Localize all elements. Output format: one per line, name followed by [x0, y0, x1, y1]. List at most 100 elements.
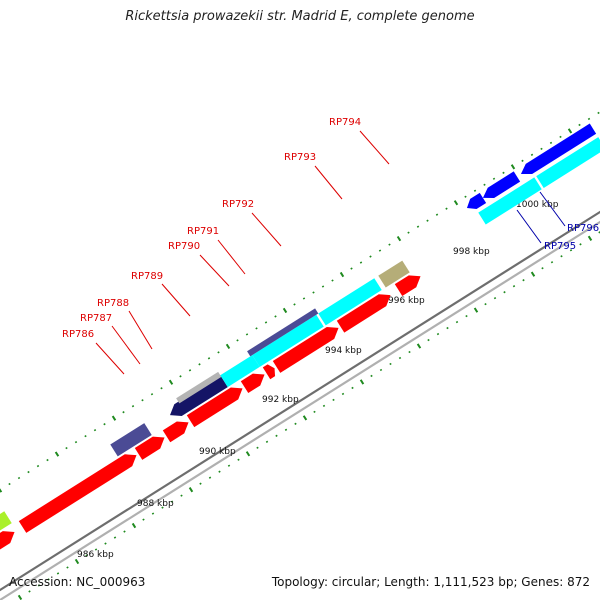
inner-tick-mark [104, 542, 107, 545]
outer-tick-mark [168, 379, 174, 385]
gene-feature-red [262, 364, 276, 380]
gene-label-rp791: RP791 [187, 226, 219, 237]
inner-tick-mark [142, 518, 145, 521]
outer-tick-mark [426, 219, 429, 222]
outer-tick-mark [54, 451, 60, 457]
outer-tick-mark [17, 476, 21, 480]
outer-tick-mark [339, 271, 345, 278]
outer-tick-mark [111, 415, 117, 421]
accession-text: Accession: NC_000963 [9, 575, 146, 589]
outer-tick-mark [122, 411, 125, 414]
inner-tick-mark [512, 285, 516, 288]
gene-feature-khaki [378, 260, 410, 288]
inner-tick-mark [569, 249, 573, 252]
gene-label-rp787: RP787 [80, 313, 112, 324]
inner-tick-mark [208, 476, 212, 479]
inner-tick-mark [370, 374, 373, 378]
outer-tick-mark [559, 135, 562, 139]
gene-feature-cyan [536, 137, 600, 188]
outer-tick-mark [435, 213, 439, 216]
outer-tick-mark [416, 225, 420, 228]
outer-tick-mark [293, 303, 296, 306]
outer-tick-mark [530, 153, 534, 156]
inner-tick-mark [237, 458, 240, 461]
outer-tick-mark [255, 327, 258, 330]
gene-label-rp795: RP795 [544, 241, 576, 252]
gene-leader-line [516, 209, 542, 244]
scale-label: 998 kbp [453, 247, 490, 257]
outer-tick-mark [587, 117, 591, 121]
outer-tick-mark [282, 307, 288, 314]
scale-label: 986 kbp [77, 550, 114, 560]
outer-tick-mark [141, 399, 144, 402]
inner-tick-mark [359, 379, 365, 385]
outer-tick-mark [245, 333, 249, 336]
inner-tick-mark [302, 415, 308, 421]
outer-tick-mark [150, 393, 154, 396]
outer-tick-mark [407, 231, 410, 234]
outer-tick-mark [597, 111, 600, 115]
gene-label-rp790: RP790 [168, 241, 200, 252]
outer-tick-mark [483, 183, 486, 186]
outer-tick-mark [188, 369, 192, 372]
inner-tick-mark [199, 482, 202, 485]
inner-tick-mark [161, 506, 164, 509]
gene-leader-line [217, 239, 246, 275]
outer-tick-mark [46, 458, 49, 462]
inner-tick-mark [313, 410, 316, 414]
inner-tick-mark [245, 451, 251, 457]
outer-tick-mark [473, 189, 477, 192]
inner-tick-mark [493, 296, 497, 300]
backbone-line [0, 220, 600, 600]
inner-tick-mark [227, 464, 231, 467]
outer-tick-mark [567, 128, 573, 134]
gene-feature-red [336, 294, 391, 333]
gene-feature-red [162, 421, 189, 443]
gene-feature-cyan [252, 314, 324, 367]
gene-feature-red [134, 436, 165, 460]
inner-tick-mark [579, 243, 582, 246]
gene-label-rp788: RP788 [97, 298, 129, 309]
outer-tick-mark [453, 200, 459, 206]
scale-label: 990 kbp [199, 447, 236, 457]
gene-leader-line [161, 283, 191, 317]
scale-label: 992 kbp [262, 395, 299, 405]
outer-tick-mark [36, 464, 40, 468]
inner-tick-mark [56, 572, 60, 575]
inner-tick-mark [113, 536, 117, 539]
gene-leader-line [539, 191, 566, 227]
scale-label: 994 kbp [325, 346, 362, 356]
outer-tick-mark [264, 321, 268, 324]
gene-feature-navy [170, 375, 228, 417]
inner-tick-mark [379, 368, 383, 372]
inner-tick-mark [47, 578, 50, 581]
gene-label-rp793: RP793 [284, 152, 316, 163]
outer-tick-mark [492, 177, 496, 180]
inner-tick-mark [436, 332, 440, 336]
outer-tick-mark [236, 339, 239, 342]
outer-tick-mark [388, 243, 391, 246]
outer-tick-mark [74, 440, 78, 444]
inner-tick-mark [587, 235, 593, 241]
inner-tick-mark [170, 500, 174, 503]
gene-feature-gray [176, 371, 222, 404]
inner-tick-mark [351, 386, 354, 390]
gene-feature-cyan [478, 177, 542, 225]
inner-tick-mark [530, 271, 536, 277]
inner-tick-mark [560, 255, 563, 258]
inner-tick-mark [322, 404, 326, 408]
inner-tick-mark [341, 392, 345, 396]
gene-feature-cyan [220, 355, 260, 388]
outer-tick-mark [510, 164, 516, 170]
outer-tick-mark [179, 375, 182, 378]
outer-tick-mark [103, 423, 106, 426]
gene-leader-line [128, 310, 153, 350]
inner-tick-mark [465, 314, 468, 318]
outer-tick-mark [369, 255, 372, 258]
outer-tick-mark [464, 195, 467, 198]
inner-tick-mark [484, 302, 487, 306]
outer-tick-mark [378, 249, 382, 252]
outer-tick-mark [331, 279, 334, 282]
gene-feature-blue [520, 123, 597, 175]
